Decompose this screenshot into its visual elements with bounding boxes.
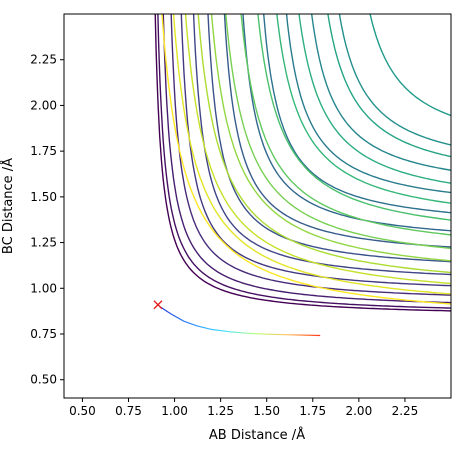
contour-line xyxy=(192,14,451,276)
contour-line xyxy=(197,14,451,274)
x-axis-label: AB Distance /Å xyxy=(209,427,305,443)
contour-line xyxy=(310,14,451,171)
contour-line xyxy=(172,14,451,295)
contour-line xyxy=(298,14,451,184)
y-tick-label: 1.25 xyxy=(30,236,57,250)
contour-line xyxy=(180,14,451,287)
contour-lines xyxy=(154,14,451,312)
contour-line xyxy=(225,14,451,250)
contour-line xyxy=(285,14,451,194)
x-tick-label: 1.75 xyxy=(299,404,326,418)
y-tick-label: 2.00 xyxy=(30,98,57,112)
y-axis-label: BC Distance /Å xyxy=(0,158,16,254)
y-axis: 0.50 0.75 1.00 1.25 1.50 1.75 2.00 2.25 xyxy=(30,53,64,387)
contour-line xyxy=(157,14,451,309)
x-axis: 0.50 0.75 1.00 1.25 1.50 1.75 2.00 2.25 xyxy=(69,398,418,418)
x-tick-label: 0.50 xyxy=(69,404,96,418)
contour-line xyxy=(276,14,451,204)
y-tick-label: 1.00 xyxy=(30,281,57,295)
x-tick-label: 1.00 xyxy=(161,404,188,418)
x-tick-label: 1.25 xyxy=(207,404,234,418)
plot-frame xyxy=(63,13,452,399)
contour-line xyxy=(210,14,451,262)
contour-line xyxy=(369,14,451,117)
contour-line xyxy=(327,14,451,158)
contour-line xyxy=(262,14,451,214)
x-tick-label: 2.00 xyxy=(345,404,372,418)
start-marker xyxy=(153,300,163,310)
contour-line xyxy=(170,14,451,296)
contour-line xyxy=(223,14,451,248)
contour-line xyxy=(242,14,451,232)
y-tick-label: 2.25 xyxy=(30,53,57,67)
contour-line xyxy=(161,14,451,305)
contour-line xyxy=(184,14,451,285)
contour-line xyxy=(207,14,451,263)
contour-line xyxy=(257,14,451,221)
contour-line xyxy=(338,14,451,146)
trajectory-line xyxy=(159,306,321,337)
x-tick-label: 1.50 xyxy=(253,404,280,418)
y-tick-label: 0.75 xyxy=(30,327,57,341)
trajectory-layer xyxy=(153,300,321,337)
y-tick-label: 1.50 xyxy=(30,190,57,204)
contour-line xyxy=(154,14,451,312)
x-tick-label: 0.75 xyxy=(115,404,142,418)
x-tick-label: 2.25 xyxy=(392,404,419,418)
contour-line xyxy=(240,14,451,236)
y-tick-label: 1.75 xyxy=(30,144,57,158)
y-tick-label: 0.50 xyxy=(30,373,57,387)
